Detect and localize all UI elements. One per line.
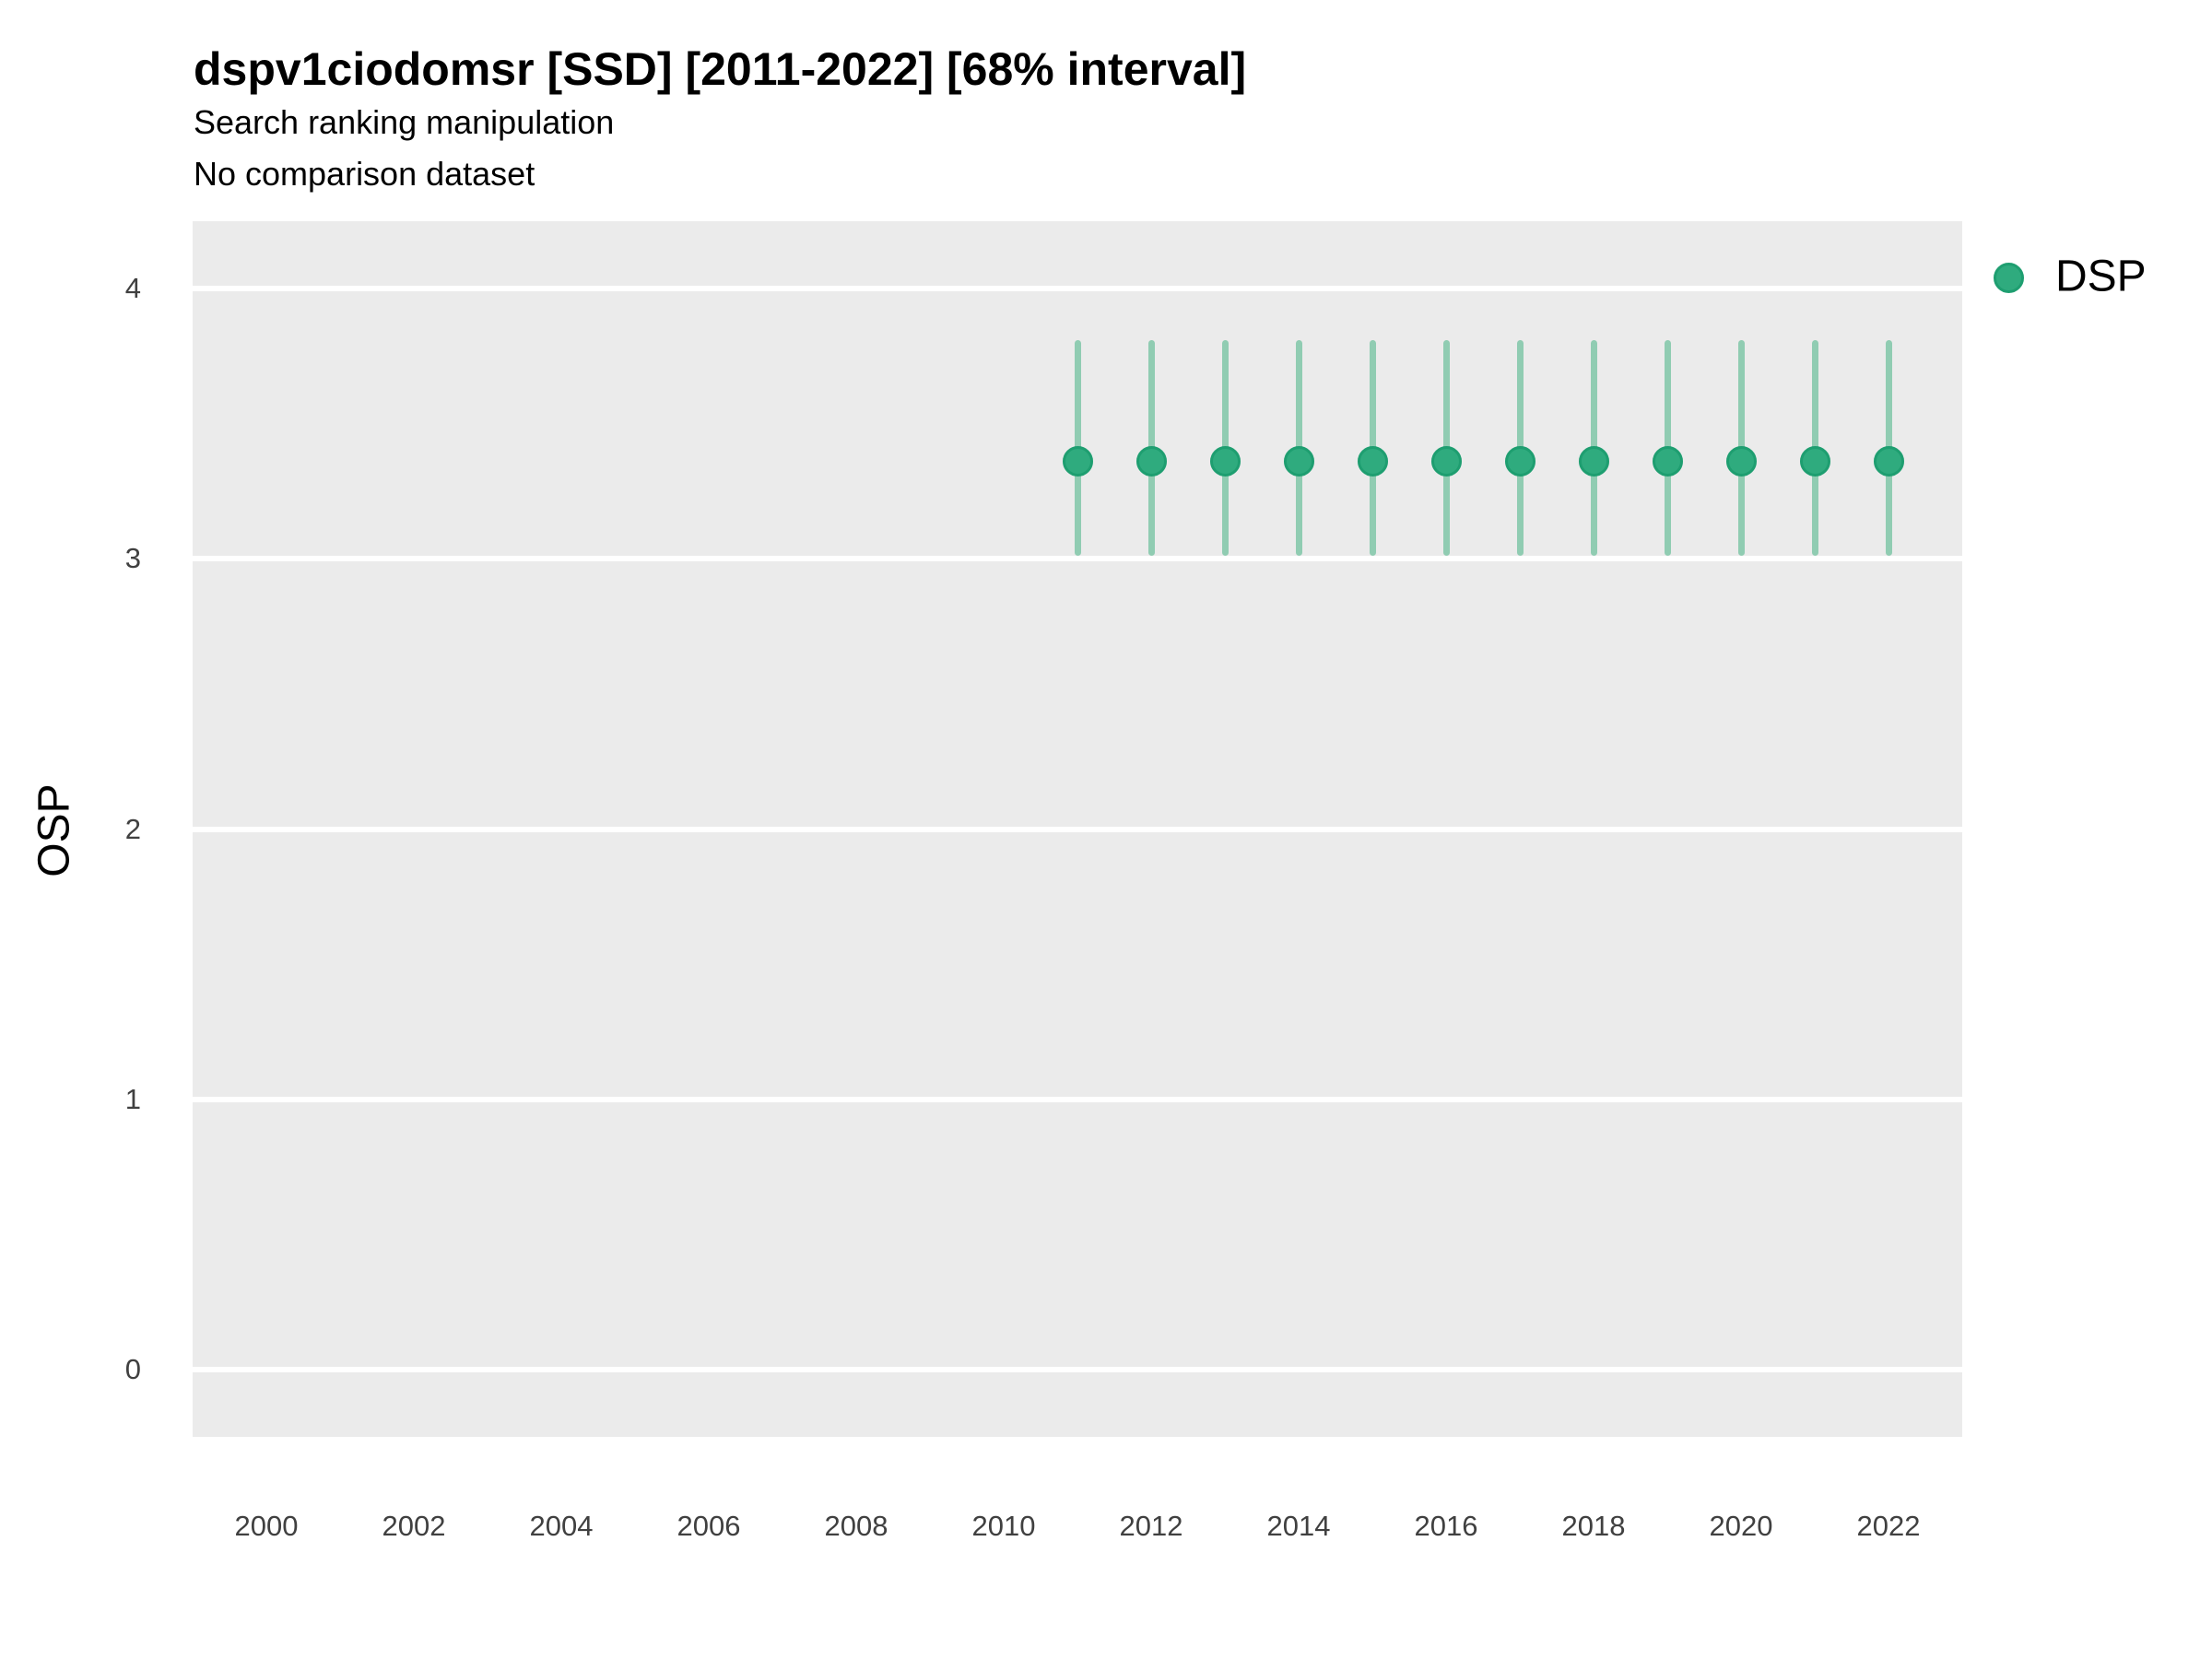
x-tick-label: 2008 <box>824 1510 888 1542</box>
data-point <box>1062 446 1093 477</box>
x-tick-label: 2000 <box>234 1510 299 1542</box>
y-axis-title: OSP <box>29 783 79 877</box>
data-point <box>1799 446 1830 477</box>
y-gridline <box>193 1096 1962 1102</box>
data-point <box>1357 446 1388 477</box>
y-gridline <box>193 1366 1962 1372</box>
chart-subtitle-line2: No comparison dataset <box>194 155 535 193</box>
x-tick-label: 2018 <box>1561 1510 1626 1542</box>
y-tick-label: 2 <box>124 812 141 845</box>
y-tick-label: 3 <box>124 542 141 575</box>
legend-point-icon <box>1994 263 2024 293</box>
chart-title: dspv1ciodomsr [SSD] [2011-2022] [68% int… <box>194 43 1247 95</box>
y-gridline <box>193 556 1962 562</box>
data-point <box>1430 446 1462 477</box>
chart-subtitle-line1: Search ranking manipulation <box>194 103 615 141</box>
x-tick-label: 2020 <box>1709 1510 1773 1542</box>
data-point <box>1578 446 1609 477</box>
x-tick-label: 2010 <box>971 1510 1036 1542</box>
data-point <box>1652 446 1683 477</box>
data-point <box>1283 446 1314 477</box>
y-tick-label: 1 <box>124 1082 141 1115</box>
data-point <box>1135 446 1167 477</box>
x-tick-label: 2022 <box>1856 1510 1921 1542</box>
data-point <box>1209 446 1241 477</box>
data-point <box>1504 446 1535 477</box>
x-tick-label: 2012 <box>1119 1510 1183 1542</box>
x-tick-label: 2016 <box>1414 1510 1478 1542</box>
data-point <box>1873 446 1904 477</box>
plot-panel <box>193 221 1962 1437</box>
y-gridline <box>193 826 1962 832</box>
legend-item-label: DSP <box>2055 252 2147 301</box>
x-tick-label: 2014 <box>1266 1510 1331 1542</box>
x-tick-label: 2004 <box>529 1510 594 1542</box>
data-point <box>1725 446 1757 477</box>
y-tick-label: 4 <box>124 272 141 305</box>
y-gridline <box>193 286 1962 292</box>
x-tick-label: 2002 <box>382 1510 446 1542</box>
x-tick-label: 2006 <box>677 1510 741 1542</box>
y-tick-label: 0 <box>124 1352 141 1385</box>
